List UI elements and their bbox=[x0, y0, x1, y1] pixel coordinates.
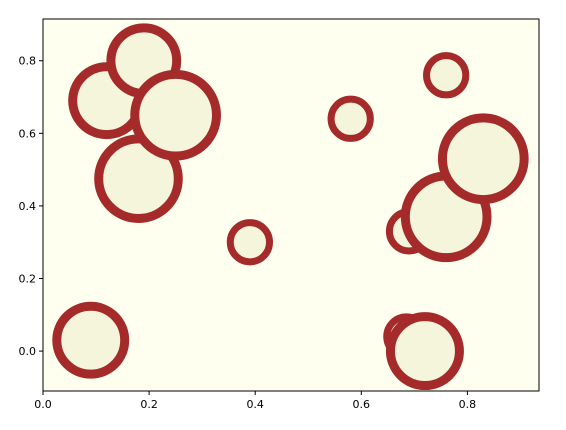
x-tick-label-0: 0.0 bbox=[34, 398, 52, 411]
y-tick-label-2: 0.4 bbox=[19, 200, 37, 213]
scatter-point-12 bbox=[423, 52, 470, 99]
scatter-point-1 bbox=[52, 301, 130, 379]
x-tick-label-2: 0.4 bbox=[246, 398, 264, 411]
scatter-point-5 bbox=[130, 69, 221, 161]
y-tick-label-4: 0.8 bbox=[19, 55, 37, 68]
x-tick-label-4: 0.8 bbox=[459, 398, 477, 411]
scatter-point-13 bbox=[437, 113, 529, 205]
y-tick-label-0: 0.0 bbox=[19, 345, 37, 358]
y-tick-label-1: 0.2 bbox=[19, 272, 37, 285]
x-tick-label-1: 0.2 bbox=[140, 398, 158, 411]
markers-layer bbox=[52, 23, 529, 391]
scatter-point-10 bbox=[385, 312, 464, 391]
y-tick-label-3: 0.6 bbox=[19, 127, 37, 140]
scatter-point-6 bbox=[226, 219, 274, 266]
scatter-point-7 bbox=[327, 95, 374, 142]
axes-frame bbox=[42, 18, 540, 392]
x-tick-label-3: 0.6 bbox=[353, 398, 371, 411]
ticks-layer: 0.0 0.2 0.4 0.6 0.8 0.0 0.2 0.4 0.6 0.8 bbox=[19, 55, 477, 411]
